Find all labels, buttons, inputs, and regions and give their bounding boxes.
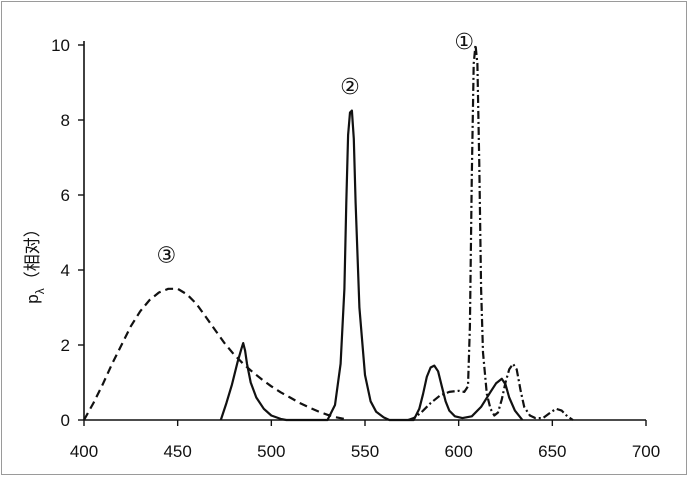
y-tick-label: 4	[61, 261, 70, 280]
x-tick-label: 400	[70, 442, 98, 461]
axes	[78, 41, 647, 426]
x-tick-label: 600	[444, 442, 472, 461]
y-axis-label-subscript: λ	[33, 288, 47, 294]
y-axis-label: pλ（相对）	[23, 220, 47, 303]
x-tick-label: 550	[351, 442, 379, 461]
y-tick-label: 6	[61, 186, 70, 205]
series-marker-label: ③	[157, 244, 177, 269]
series-marker-label: ②	[340, 75, 360, 100]
x-tick-label: 450	[163, 442, 191, 461]
x-tick-label: 650	[538, 442, 566, 461]
series-line-3	[83, 287, 347, 421]
series-line-1	[407, 43, 574, 422]
tick-labels: 400 450 500 550 600 650 700 0 2 4 6 8 10	[51, 36, 660, 461]
y-tick-label: 2	[61, 336, 70, 355]
series-markers: ① ② ③	[157, 30, 475, 269]
x-tick-label: 700	[632, 442, 660, 461]
series-line-2	[219, 109, 524, 422]
series-marker-label: ①	[454, 30, 474, 55]
x-tick-label: 500	[257, 442, 285, 461]
y-tick-label: 0	[61, 411, 70, 430]
y-axis-label-main: p	[23, 294, 42, 303]
y-tick-label: 8	[61, 111, 70, 130]
y-tick-label: 10	[51, 36, 70, 55]
y-axis-label-suffix: （相对）	[23, 220, 42, 288]
series-lines	[83, 43, 574, 422]
